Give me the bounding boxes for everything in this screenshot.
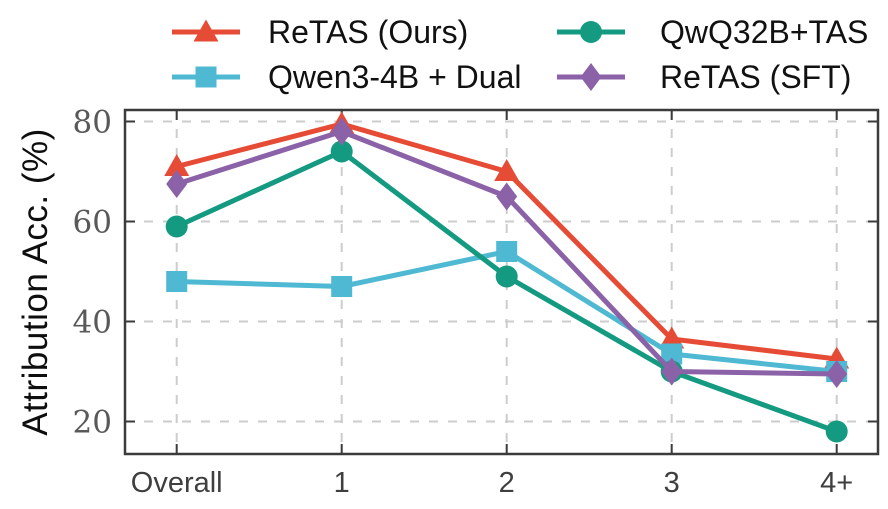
data-point-marker: [165, 215, 188, 238]
data-point-marker: [495, 265, 518, 288]
y-tick-label: 60: [73, 205, 112, 241]
legend-marker: [580, 63, 602, 91]
data-point-marker: [330, 140, 353, 163]
x-tick-label: Overall: [131, 467, 223, 499]
legend-label: ReTAS (SFT): [660, 59, 851, 95]
y-tick-label: 20: [73, 405, 112, 441]
plot-border: [123, 108, 880, 456]
y-axis-label: Attribution Acc. (%): [16, 128, 55, 436]
x-tick-label: 1: [334, 467, 350, 499]
data-point-marker: [494, 159, 520, 181]
legend-label: Qwen3-4B + Dual: [268, 59, 521, 95]
legend-marker: [193, 19, 219, 42]
y-tick-label: 40: [73, 305, 112, 341]
data-point-marker: [496, 182, 518, 211]
data-point-marker: [661, 357, 683, 386]
data-point-marker: [661, 343, 683, 365]
data-point-marker: [496, 241, 518, 262]
data-point-marker: [825, 420, 848, 443]
data-point-marker: [826, 360, 848, 388]
legend-marker: [195, 66, 217, 88]
legend-marker: [580, 21, 602, 43]
x-tick-label: 3: [664, 467, 680, 499]
y-tick-label: 80: [73, 105, 112, 141]
legend-label: ReTAS (Ours): [268, 14, 468, 50]
data-point-marker: [331, 117, 353, 146]
data-point-marker: [164, 154, 190, 176]
data-point-marker: [331, 276, 353, 297]
data-point-marker: [659, 326, 685, 349]
legend-label: QwQ32B+TAS: [660, 14, 868, 50]
x-tick-label: 2: [499, 467, 515, 499]
x-tick-label: 4+: [820, 467, 853, 499]
data-point-marker: [166, 271, 188, 292]
data-point-marker: [166, 170, 188, 198]
